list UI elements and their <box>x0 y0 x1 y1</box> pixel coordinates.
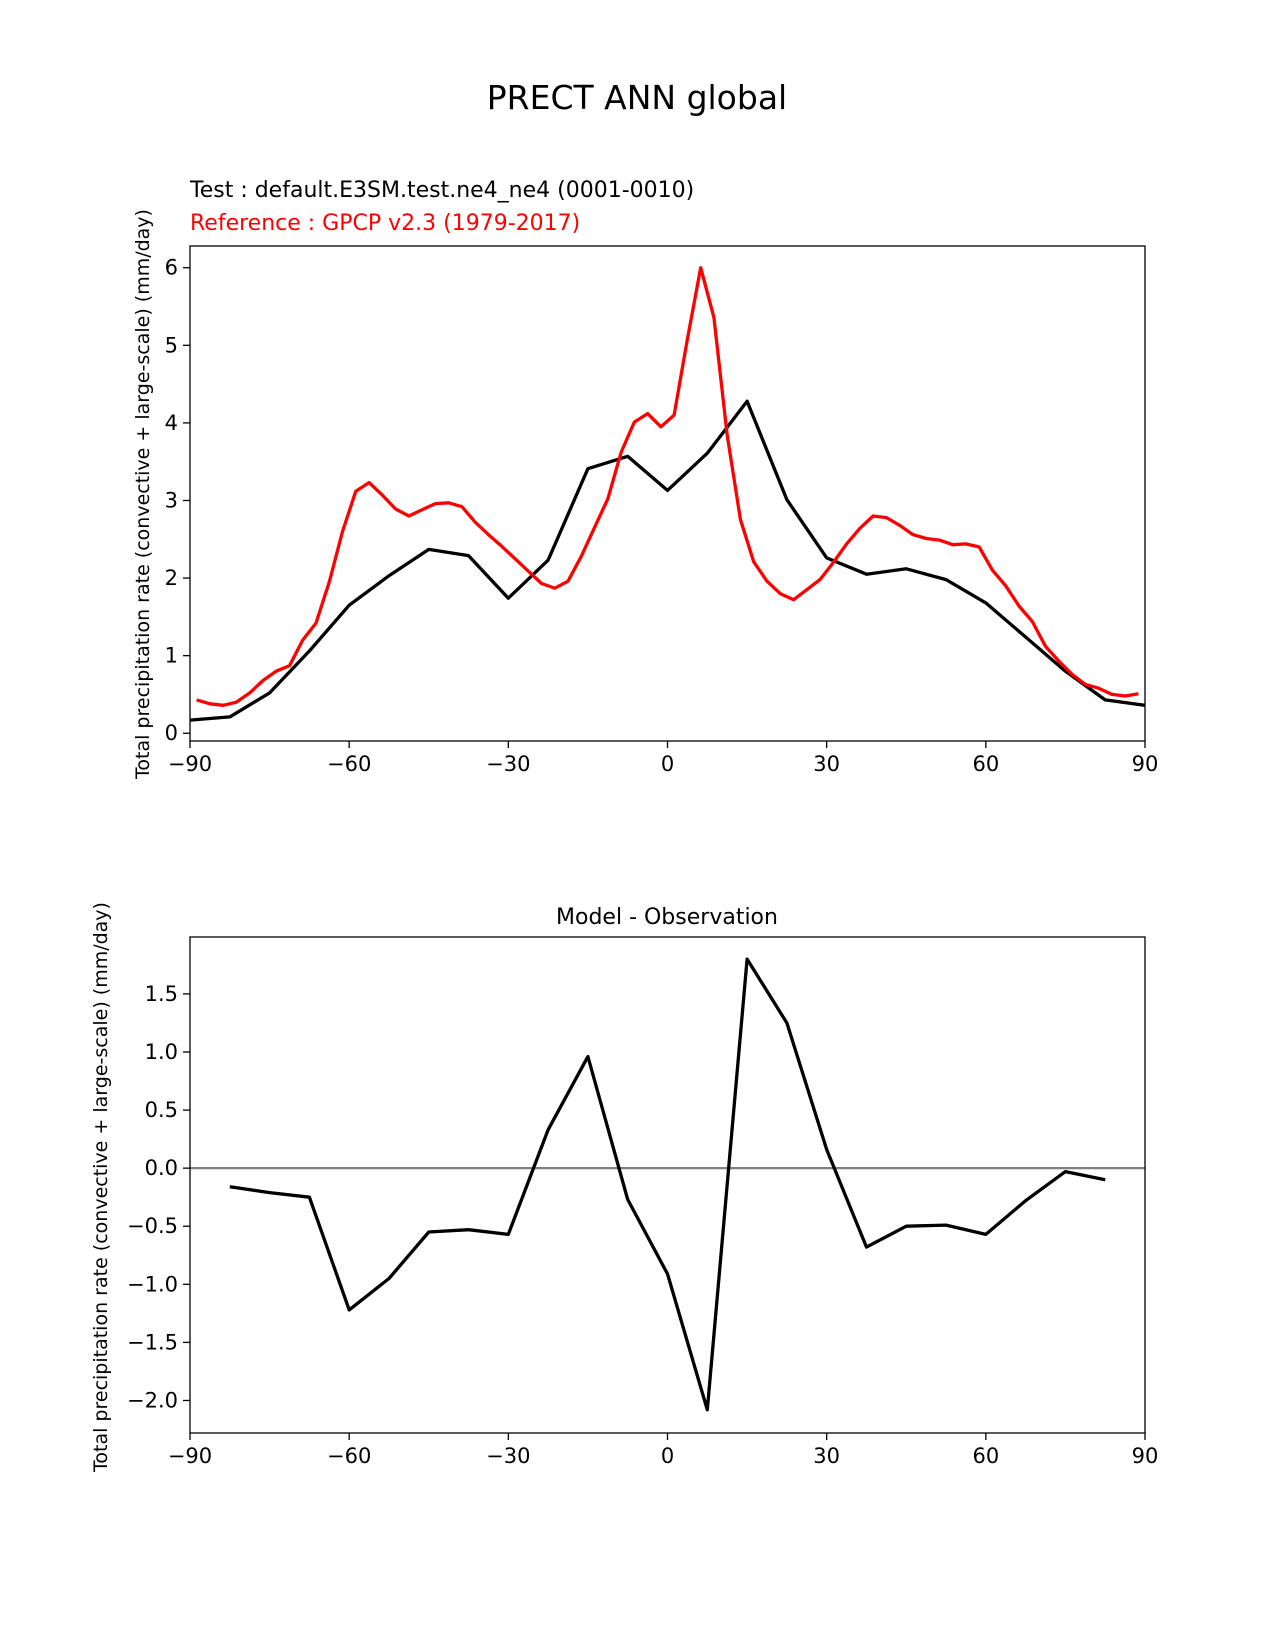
series-group <box>190 957 1145 1412</box>
y-axis-label: Total precipitation rate (convective + l… <box>90 902 112 1473</box>
y-tick-label: 0.5 <box>145 1098 178 1122</box>
reference-series-line <box>196 266 1139 707</box>
y-tick-label: 4 <box>165 411 178 435</box>
y-tick-label: 1 <box>165 644 178 668</box>
y-tick-label: 3 <box>165 488 178 512</box>
y-tick-label: 0.0 <box>145 1156 178 1180</box>
x-tick-label: 90 <box>1132 1444 1159 1468</box>
y-tick-label: −0.5 <box>127 1214 178 1238</box>
x-tick-label: −60 <box>327 752 371 776</box>
y-tick-label: 1.5 <box>145 982 178 1006</box>
y-tick-label: −2.0 <box>127 1388 178 1412</box>
y-tick-label: 2 <box>165 566 178 590</box>
test-series-line <box>189 399 1146 722</box>
x-tick-label: −90 <box>168 752 212 776</box>
plot-frame <box>189 245 1146 742</box>
series-group <box>189 266 1146 722</box>
climatology-panel: Test : default.E3SM.test.ne4_ne4 (0001-0… <box>132 178 1158 780</box>
y-tick-label: 1.0 <box>145 1040 178 1064</box>
y-axis-label: Total precipitation rate (convective + l… <box>132 209 154 780</box>
x-tick-label: 0 <box>661 1444 674 1468</box>
tick-group: −90 −60 −30 0 30 60 90 −2.0 −1.5 −1.0 −0.5 0.0 0.5 1.… <box>127 982 1158 1468</box>
x-tick-label: 90 <box>1132 752 1159 776</box>
x-tick-label: −90 <box>168 1444 212 1468</box>
y-tick-label: 0 <box>165 721 178 745</box>
y-tick-label: 6 <box>165 256 178 280</box>
tick-group: −90 −60 −30 0 30 60 90 0 1 2 3 4 5 6 <box>165 256 1159 776</box>
x-tick-label: 30 <box>813 752 840 776</box>
figure-title: PRECT ANN global <box>487 78 787 117</box>
x-tick-label: 30 <box>813 1444 840 1468</box>
x-tick-label: 0 <box>661 752 674 776</box>
difference-panel: Model - Observation Total precipitation … <box>90 902 1158 1473</box>
y-tick-label: 5 <box>165 333 178 357</box>
x-tick-label: −60 <box>327 1444 371 1468</box>
reference-label: Reference : GPCP v2.3 (1979-2017) <box>190 211 580 236</box>
test-label: Test : default.E3SM.test.ne4_ne4 (0001-0… <box>189 178 694 203</box>
difference-title: Model - Observation <box>556 905 778 930</box>
y-tick-label: −1.0 <box>127 1272 178 1296</box>
x-tick-label: 60 <box>972 1444 999 1468</box>
x-tick-label: −30 <box>486 1444 530 1468</box>
plot-frame <box>189 936 1146 1434</box>
x-tick-label: −30 <box>486 752 530 776</box>
model-observation-series-line <box>229 957 1106 1412</box>
x-tick-label: 60 <box>972 752 999 776</box>
y-tick-label: −1.5 <box>127 1330 178 1354</box>
